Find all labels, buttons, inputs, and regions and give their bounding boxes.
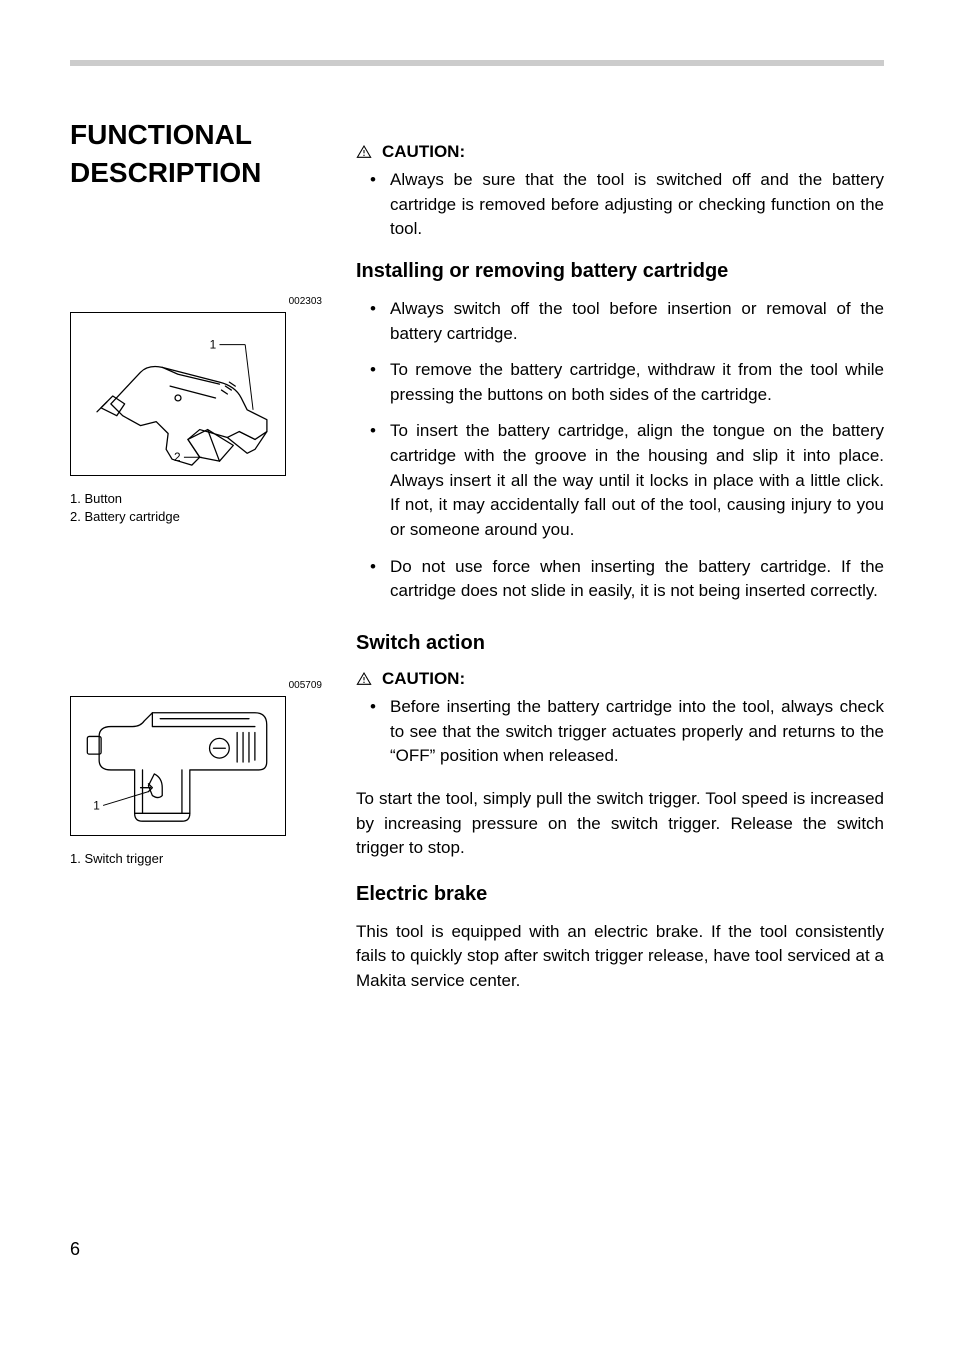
section-title-line2: DESCRIPTION [70, 157, 261, 188]
section-title-line1: FUNCTIONAL [70, 119, 252, 150]
switch-caution-list: Before inserting the battery cartridge i… [356, 695, 884, 769]
impact-wrench-switch-illustration: 1 [71, 697, 285, 835]
list-item: Do not use force when inserting the batt… [390, 555, 884, 604]
list-item: To remove the battery cartridge, withdra… [390, 358, 884, 407]
heading-battery: Installing or removing battery cartridge [356, 260, 884, 283]
impact-wrench-battery-illustration: 1 2 [71, 313, 285, 475]
switch-legend-1: 1. Switch trigger [70, 850, 322, 868]
section-title: FUNCTIONAL DESCRIPTION [70, 116, 322, 192]
figure-switch-wrap: 005709 [70, 696, 322, 836]
figure-switch-box: 1 [70, 696, 286, 836]
header-rule [70, 60, 884, 66]
figure-battery-box: 1 2 [70, 312, 286, 476]
warning-icon [356, 144, 372, 160]
list-item: Before inserting the battery cartridge i… [390, 695, 884, 769]
top-caution-list: Always be sure that the tool is switched… [356, 168, 884, 242]
brake-body: This tool is equipped with an electric b… [356, 920, 884, 994]
heading-switch: Switch action [356, 632, 884, 655]
heading-brake: Electric brake [356, 883, 884, 906]
switch-body: To start the tool, simply pull the switc… [356, 787, 884, 861]
switch-caution-header: CAUTION: [356, 669, 884, 689]
callout-1-label: 1 [210, 337, 217, 351]
callout-2-label: 2 [174, 450, 181, 464]
legend-item-1: 1. Button [70, 490, 322, 508]
right-column: CAUTION: Always be sure that the tool is… [356, 116, 884, 1016]
manual-page: FUNCTIONAL DESCRIPTION 002303 [0, 0, 954, 1352]
figure-switch-legend: 1. Switch trigger [70, 850, 322, 868]
caution-label: CAUTION: [382, 142, 465, 162]
battery-list: Always switch off the tool before insert… [356, 297, 884, 604]
figure-id-switch: 005709 [289, 680, 322, 691]
left-column: FUNCTIONAL DESCRIPTION 002303 [70, 116, 322, 1016]
switch-callout-1: 1 [93, 798, 100, 812]
legend-item-2: 2. Battery cartridge [70, 508, 322, 526]
list-item: Always switch off the tool before insert… [390, 297, 884, 346]
figure-battery-wrap: 002303 [70, 312, 322, 476]
figure-id-battery: 002303 [289, 296, 322, 307]
page-number: 6 [70, 1239, 80, 1260]
two-column-layout: FUNCTIONAL DESCRIPTION 002303 [70, 116, 884, 1016]
figure-battery-legend: 1. Button 2. Battery cartridge [70, 490, 322, 526]
top-caution-header: CAUTION: [356, 142, 884, 162]
list-item: To insert the battery cartridge, align t… [390, 419, 884, 542]
switch-caution-label: CAUTION: [382, 669, 465, 689]
spacer [70, 566, 322, 696]
warning-icon [356, 671, 372, 687]
caution-item: Always be sure that the tool is switched… [390, 168, 884, 242]
